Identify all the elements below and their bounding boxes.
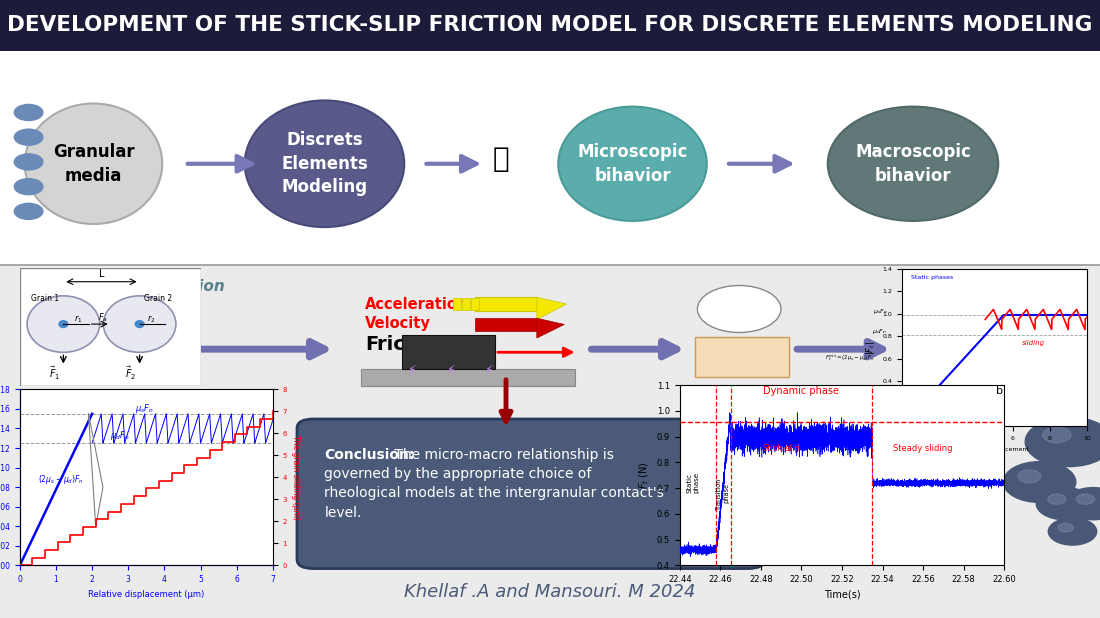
Circle shape: [28, 296, 100, 352]
Circle shape: [14, 104, 43, 121]
Text: $\mu_d F_n$: $\mu_d F_n$: [872, 327, 888, 336]
Text: $r_1$: $r_1$: [75, 314, 82, 325]
Text: 🐢: 🐢: [829, 492, 843, 512]
Text: DEVELOPMENT OF THE STICK-SLIP FRICTION MODEL FOR DISCRETE ELEMENTS MODELING: DEVELOPMENT OF THE STICK-SLIP FRICTION M…: [8, 15, 1092, 35]
Text: Granular
media: Granular media: [53, 143, 134, 185]
Text: $\mu_s F_n$: $\mu_s F_n$: [872, 307, 888, 316]
Y-axis label: $|F_t|$: $|F_t|$: [864, 341, 877, 355]
Text: Acceleration: Acceleration: [365, 297, 469, 311]
Circle shape: [1036, 488, 1093, 520]
FancyBboxPatch shape: [475, 318, 537, 331]
FancyBboxPatch shape: [20, 268, 201, 386]
Text: 🔬: 🔬: [492, 145, 509, 174]
Text: Friction: Friction: [365, 335, 449, 353]
Text: ⚡: ⚡: [485, 363, 494, 376]
Text: L: L: [99, 269, 104, 279]
FancyBboxPatch shape: [0, 0, 1100, 51]
Text: Static phases: Static phases: [911, 275, 954, 280]
Circle shape: [135, 321, 144, 328]
Circle shape: [1076, 494, 1094, 504]
FancyBboxPatch shape: [361, 369, 575, 386]
Circle shape: [697, 286, 781, 332]
Text: $(2\mu_s - \mu_d)F_n$: $(2\mu_s - \mu_d)F_n$: [37, 473, 84, 486]
Text: $\vec{F}_2$: $\vec{F}_2$: [125, 365, 136, 381]
Circle shape: [1025, 417, 1100, 467]
Circle shape: [103, 296, 176, 352]
Circle shape: [1018, 470, 1041, 483]
Circle shape: [1003, 462, 1076, 502]
Text: Grain 1: Grain 1: [31, 295, 59, 303]
X-axis label: Relative displacement: Relative displacement: [959, 447, 1030, 452]
Text: Dynamic phase: Dynamic phase: [763, 386, 839, 396]
Text: 🐇: 🐇: [901, 500, 914, 520]
Circle shape: [14, 154, 43, 170]
FancyBboxPatch shape: [471, 298, 478, 310]
Y-axis label: The grain sliding (μm): The grain sliding (μm): [290, 435, 299, 520]
Circle shape: [1058, 523, 1074, 532]
Y-axis label: $F_t$ (N): $F_t$ (N): [638, 462, 651, 489]
Text: Microscopic
bihavior: Microscopic bihavior: [578, 143, 688, 185]
X-axis label: Time(s): Time(s): [824, 590, 860, 599]
FancyBboxPatch shape: [695, 337, 789, 377]
Polygon shape: [537, 318, 564, 338]
Circle shape: [14, 179, 43, 195]
Text: Stick-slip: Stick-slip: [762, 444, 800, 453]
Text: Conclusion:: Conclusion:: [324, 448, 415, 462]
Text: ⚡: ⚡: [408, 363, 417, 376]
FancyBboxPatch shape: [402, 335, 495, 369]
Ellipse shape: [827, 106, 999, 221]
Circle shape: [14, 203, 43, 219]
Text: $r_2$: $r_2$: [147, 314, 155, 325]
X-axis label: Relative displacement (μm): Relative displacement (μm): [88, 590, 205, 599]
Text: Khellaf .A and Mansouri. M 2024: Khellaf .A and Mansouri. M 2024: [405, 583, 695, 601]
Ellipse shape: [244, 100, 405, 227]
Ellipse shape: [558, 106, 706, 221]
Text: Microscopic interaction: Microscopic interaction: [24, 279, 224, 294]
Text: 🐢: 🐢: [164, 506, 177, 526]
Circle shape: [14, 129, 43, 145]
Text: Velocity: Velocity: [365, 316, 431, 331]
Ellipse shape: [24, 103, 163, 224]
Text: Transition
phase: Transition phase: [716, 477, 729, 509]
FancyBboxPatch shape: [462, 298, 470, 310]
FancyBboxPatch shape: [297, 419, 764, 569]
FancyBboxPatch shape: [453, 298, 461, 310]
Text: Discrets
Elements
Modeling: Discrets Elements Modeling: [282, 131, 367, 197]
FancyBboxPatch shape: [0, 51, 1100, 265]
Circle shape: [59, 321, 68, 328]
Text: Steady sliding: Steady sliding: [893, 444, 953, 453]
Polygon shape: [537, 297, 566, 320]
Text: ⚡: ⚡: [447, 363, 455, 376]
Text: $F_t^{min} = (2\mu_s - \mu_d)F_n$: $F_t^{min} = (2\mu_s - \mu_d)F_n$: [825, 352, 874, 363]
Text: Static
phase: Static phase: [686, 473, 700, 494]
Text: level.: level.: [324, 506, 362, 520]
FancyBboxPatch shape: [475, 297, 537, 311]
Text: $\vec{F}_1$: $\vec{F}_1$: [48, 365, 60, 381]
Text: $\mu_d F_n$: $\mu_d F_n$: [110, 430, 130, 442]
Circle shape: [1065, 488, 1100, 520]
Text: Grain 2: Grain 2: [144, 295, 172, 303]
Text: The micro-macro relationship is: The micro-macro relationship is: [390, 448, 615, 462]
Text: governed by the appropriate choice of: governed by the appropriate choice of: [324, 467, 592, 481]
Circle shape: [1043, 427, 1071, 443]
Text: sliding: sliding: [1022, 341, 1045, 346]
Text: $\mu_s F_n$: $\mu_s F_n$: [135, 402, 154, 415]
Text: b: b: [997, 386, 1003, 396]
Circle shape: [1047, 494, 1066, 504]
Text: www: www: [729, 394, 749, 403]
Circle shape: [1048, 518, 1097, 545]
FancyBboxPatch shape: [0, 265, 1100, 618]
Text: rheological models at the intergranular contact's: rheological models at the intergranular …: [324, 486, 664, 501]
Text: Macroscopic
bihavior: Macroscopic bihavior: [855, 143, 971, 185]
Text: $F_a$: $F_a$: [98, 311, 108, 324]
